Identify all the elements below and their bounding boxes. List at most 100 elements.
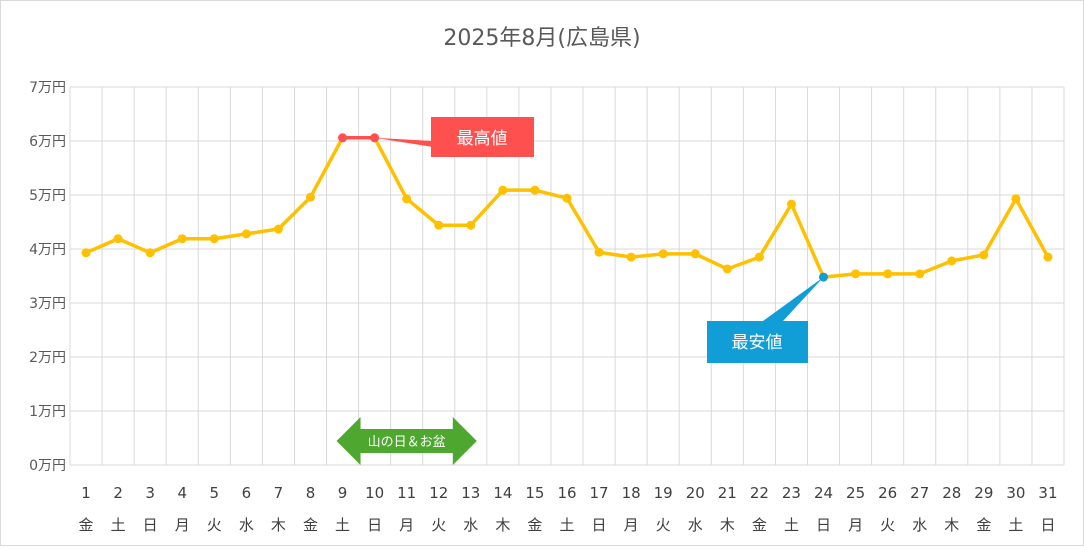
weekday-label: 日 (1040, 516, 1055, 534)
x-tick-label: 16 (557, 484, 576, 502)
data-point (947, 256, 957, 266)
x-tick-label: 18 (622, 484, 641, 502)
y-tick-label: 5万円 (29, 188, 66, 204)
weekday-label: 土 (559, 516, 574, 534)
weekday-label: 土 (111, 516, 126, 534)
x-tick-label: 8 (306, 484, 316, 502)
y-tick-label: 6万円 (29, 134, 66, 150)
data-point (819, 272, 829, 282)
min-callout-label: 最安値 (732, 333, 783, 353)
max-callout-box (431, 117, 534, 157)
x-tick-label: 21 (718, 484, 737, 502)
x-tick-label: 27 (910, 484, 929, 502)
weekday-label: 金 (527, 516, 542, 534)
x-tick-label: 22 (750, 484, 769, 502)
data-point (177, 234, 187, 244)
weekday-label: 火 (656, 516, 671, 534)
weekday-label: 月 (624, 516, 639, 534)
weekday-label: 日 (367, 516, 382, 534)
holiday-label: 山の日＆お盆 (368, 435, 446, 450)
chart-title: 2025年8月(広島県) (443, 26, 640, 51)
weekday-label: 土 (1008, 516, 1023, 534)
weekday-label: 日 (816, 516, 831, 534)
data-point (722, 264, 732, 274)
x-tick-label: 10 (365, 484, 384, 502)
data-point (690, 249, 700, 259)
weekday-label: 金 (752, 516, 767, 534)
data-point (81, 248, 91, 258)
data-point (754, 252, 764, 262)
data-point (305, 192, 315, 202)
weekday-label: 月 (175, 516, 190, 534)
weekday-label: 木 (495, 516, 510, 534)
data-point (786, 199, 796, 209)
data-point (530, 185, 540, 195)
weekday-label: 水 (688, 516, 703, 534)
data-point (113, 234, 123, 244)
x-tick-label: 4 (177, 484, 187, 502)
x-tick-label: 15 (525, 484, 544, 502)
x-tick-label: 17 (590, 484, 609, 502)
weekday-label: 水 (912, 516, 927, 534)
weekday-label: 土 (784, 516, 799, 534)
data-point (562, 193, 572, 203)
data-point (979, 250, 989, 260)
data-point (883, 269, 893, 279)
x-tick-label: 11 (397, 484, 416, 502)
weekday-label: 日 (143, 516, 158, 534)
x-tick-label: 13 (461, 484, 480, 502)
data-point (915, 269, 925, 279)
x-tick-label: 12 (429, 484, 448, 502)
y-tick-label: 1万円 (29, 404, 66, 420)
x-tick-label: 26 (878, 484, 897, 502)
weekday-label: 月 (848, 516, 863, 534)
weekday-label: 金 (79, 516, 94, 534)
max-callout-label: 最高値 (457, 129, 508, 149)
x-tick-label: 29 (974, 484, 993, 502)
x-tick-label: 24 (814, 484, 833, 502)
y-tick-label: 0万円 (29, 458, 66, 474)
data-point (241, 229, 251, 239)
x-tick-label: 19 (654, 484, 673, 502)
data-point (273, 224, 283, 234)
weekday-label: 木 (271, 516, 286, 534)
x-tick-label: 28 (942, 484, 961, 502)
y-tick-label: 4万円 (29, 242, 66, 258)
data-point (466, 220, 476, 230)
min-callout-box (707, 321, 808, 363)
x-tick-label: 20 (686, 484, 705, 502)
y-tick-label: 7万円 (29, 80, 66, 96)
x-tick-label: 23 (782, 484, 801, 502)
x-tick-label: 9 (338, 484, 348, 502)
weekday-label: 火 (431, 516, 446, 534)
x-tick-label: 30 (1006, 484, 1025, 502)
data-point (338, 133, 348, 143)
data-point (1011, 194, 1021, 204)
holiday-arrow (336, 417, 477, 465)
weekday-label: 金 (976, 516, 991, 534)
data-point (434, 220, 444, 230)
weekday-label: 金 (303, 516, 318, 534)
weekday-label: 土 (335, 516, 350, 534)
weekday-label: 火 (207, 516, 222, 534)
max-callout-pointer (374, 137, 433, 147)
y-tick-label: 2万円 (29, 350, 66, 366)
weekday-label: 木 (720, 516, 735, 534)
weekday-label: 木 (944, 516, 959, 534)
min-callout-pointer (763, 277, 824, 321)
x-tick-label: 3 (145, 484, 155, 502)
x-tick-label: 14 (493, 484, 512, 502)
data-point (851, 269, 861, 279)
data-point (1043, 252, 1053, 262)
x-tick-label: 6 (242, 484, 252, 502)
data-point (145, 248, 155, 258)
weekday-label: 火 (880, 516, 895, 534)
data-point (594, 247, 604, 257)
data-point (658, 249, 668, 259)
weekday-label: 水 (463, 516, 478, 534)
data-point (209, 234, 219, 244)
data-point (402, 194, 412, 204)
y-tick-label: 3万円 (29, 296, 66, 312)
